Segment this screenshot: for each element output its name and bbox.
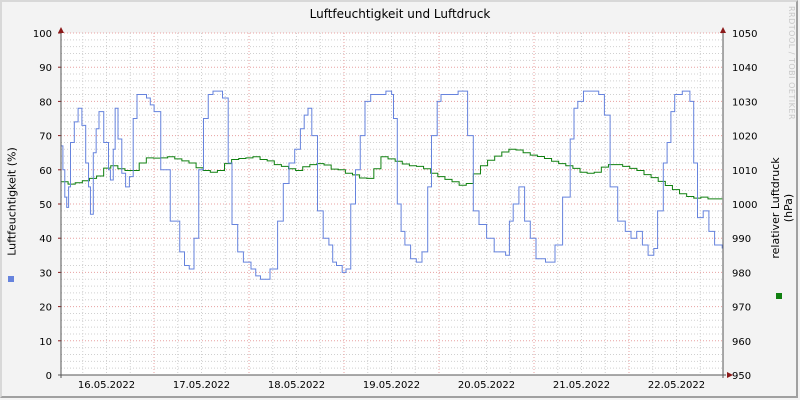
right-axis-arrow-icon xyxy=(720,27,726,33)
right-axis-ticks: 950 960 970 980 990 1000 1010 1020 1030 1040 1050 xyxy=(732,29,757,382)
left-tick-label: 70 xyxy=(39,132,52,143)
left-axis-ticks: 0 10 20 30 40 50 60 70 80 90 100 xyxy=(33,29,61,382)
x-axis-ticks: 16.05.2022 17.05.2022 18.05.2022 19.05.2022… xyxy=(78,380,705,391)
left-tick-label: 30 xyxy=(39,268,52,279)
left-tick-label: 50 xyxy=(39,200,52,211)
right-tick-label: 1050 xyxy=(732,29,757,40)
left-tick-label: 40 xyxy=(39,234,52,245)
x-tick-label: 17.05.2022 xyxy=(173,380,230,391)
left-tick-label: 80 xyxy=(39,97,52,108)
right-tick-label: 950 xyxy=(732,371,751,382)
right-tick-label: 1040 xyxy=(732,63,757,74)
right-tick-label: 1030 xyxy=(732,97,757,108)
right-tick-label: 990 xyxy=(732,234,751,245)
humidity-series-line xyxy=(61,90,723,280)
left-axis-arrow-icon xyxy=(58,27,64,33)
left-tick-label: 90 xyxy=(39,63,52,74)
left-tick-label: 100 xyxy=(33,29,52,40)
right-tick-label: 1020 xyxy=(732,132,757,143)
x-tick-label: 22.05.2022 xyxy=(648,380,705,391)
right-tick-label: 980 xyxy=(732,268,751,279)
watermark: RRDTOOL / TOBI OETIKER xyxy=(787,6,796,121)
x-tick-label: 18.05.2022 xyxy=(268,380,325,391)
x-tick-label: 16.05.2022 xyxy=(78,380,135,391)
left-tick-label: 10 xyxy=(39,337,52,348)
chart-title: Luftfeuchtigkeit und Luftdruck xyxy=(309,7,491,21)
x-tick-label: 21.05.2022 xyxy=(553,380,610,391)
left-tick-label: 0 xyxy=(46,371,52,382)
x-tick-label: 20.05.2022 xyxy=(458,380,515,391)
left-tick-label: 60 xyxy=(39,166,52,177)
grid xyxy=(61,32,723,376)
right-tick-label: 1010 xyxy=(732,166,757,177)
right-tick-label: 970 xyxy=(732,303,751,314)
x-axis-arrow-icon xyxy=(727,372,733,378)
right-tick-label: 1000 xyxy=(732,200,757,211)
left-tick-label: 20 xyxy=(39,303,52,314)
x-tick-label: 19.05.2022 xyxy=(363,380,420,391)
right-tick-label: 960 xyxy=(732,337,751,348)
pressure-series-line xyxy=(61,148,723,200)
humidity-legend-marker xyxy=(8,276,14,282)
pressure-legend-marker xyxy=(776,293,782,299)
